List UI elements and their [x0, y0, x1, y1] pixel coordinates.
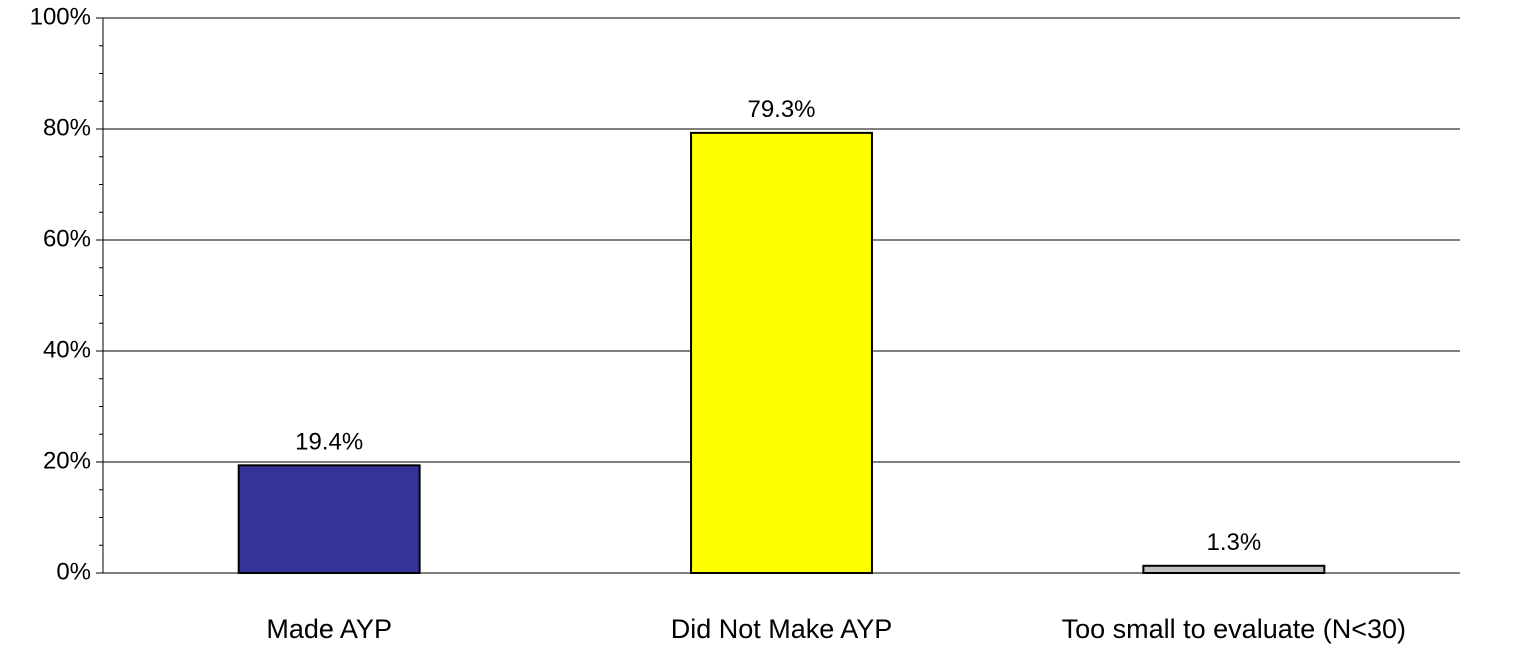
x-tick-label: Made AYP [266, 614, 392, 644]
y-tick-label: 20% [43, 447, 91, 474]
y-tick-label: 80% [43, 114, 91, 141]
y-tick-label: 100% [30, 3, 91, 30]
value-label: 19.4% [295, 429, 363, 456]
bar [690, 131, 873, 574]
y-tick-label: 40% [43, 336, 91, 363]
value-label: 79.3% [747, 96, 815, 123]
x-tick-label: Did Not Make AYP [671, 614, 893, 644]
x-tick-label: Too small to evaluate (N<30) [1062, 614, 1406, 644]
value-label: 1.3% [1206, 529, 1261, 556]
y-tick-label: 0% [56, 558, 91, 585]
bar [1142, 564, 1326, 574]
bar [237, 464, 421, 574]
y-tick-label: 60% [43, 225, 91, 252]
